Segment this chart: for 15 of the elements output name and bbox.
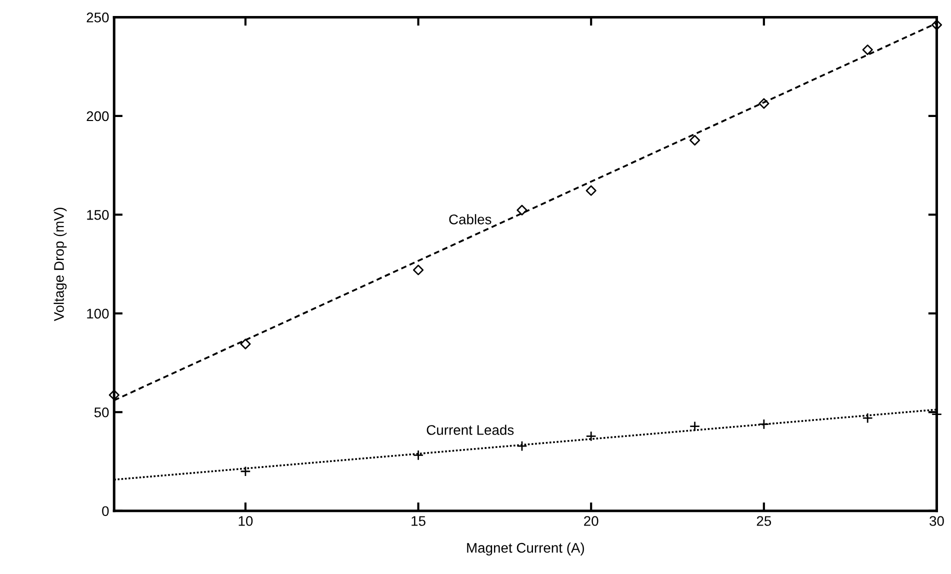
x-tick-label: 10 [238, 516, 253, 526]
y-axis-title: Voltage Drop (mV) [54, 208, 67, 322]
y-tick-label: 250 [86, 12, 109, 22]
y-tick-label: 100 [87, 308, 109, 319]
y-tick-label: 50 [94, 407, 109, 418]
x-axis-title: Magnet Current (A) [467, 542, 584, 556]
y-tick-label: 150 [87, 210, 109, 220]
x-tick-label: 25 [756, 516, 772, 526]
series-label: Cables [449, 214, 492, 224]
x-tick-label: 30 [930, 516, 944, 526]
y-tick-label: 0 [102, 506, 109, 516]
y-tick-label: 200 [86, 111, 109, 122]
x-tick-label: 20 [584, 516, 598, 526]
series-label: Current Leads [426, 424, 514, 435]
x-tick-label: 15 [412, 516, 426, 526]
